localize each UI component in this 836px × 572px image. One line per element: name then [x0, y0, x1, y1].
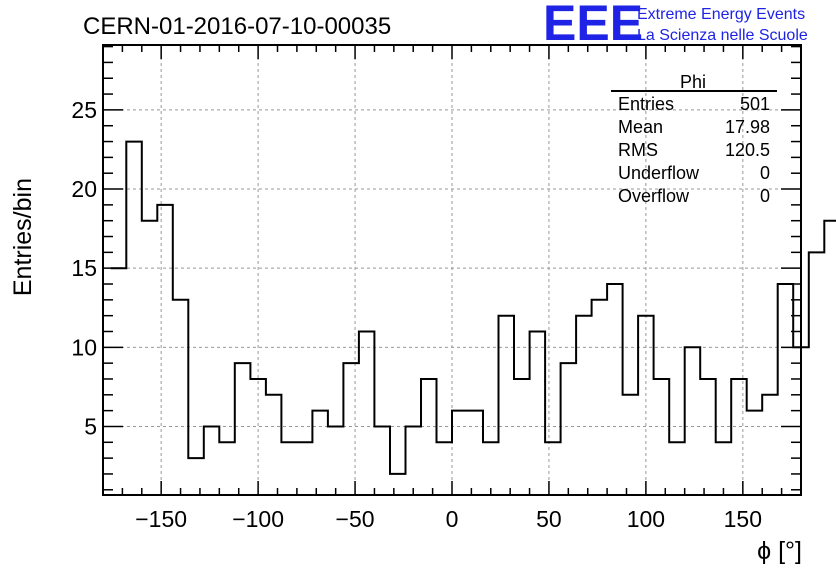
x-tick-label: 50	[536, 506, 562, 532]
y-axis-title: Entries/bin	[9, 178, 37, 296]
grid-lines	[103, 45, 801, 495]
eee-logo: EEE Extreme Energy Events La Scienza nel…	[543, 0, 808, 51]
y-tick-label: 20	[71, 176, 97, 202]
x-tick-label: 100	[627, 506, 665, 532]
stats-box-rows: Entries 501 Mean 17.98 RMS 120.5 Underflow 0 Ove…	[618, 94, 770, 206]
logo-line-1: Extreme Energy Events	[637, 6, 805, 23]
y-tick-labels: 5 10 15 20 25	[71, 97, 97, 440]
logo-line-2: La Scienza nelle Scuole	[637, 27, 808, 44]
y-tick-label: 5	[84, 413, 97, 439]
stats-row-value: 0	[760, 163, 770, 183]
stats-row-label: Overflow	[618, 186, 690, 206]
y-tick-label: 25	[71, 97, 97, 123]
logo-mark: EEE	[543, 0, 643, 51]
x-tick-label: 0	[446, 506, 459, 532]
stats-row-value: 120.5	[725, 140, 770, 160]
stats-row-label: RMS	[618, 140, 658, 160]
chart-title: CERN-01-2016-07-10-00035	[83, 13, 391, 40]
stats-row-value: 0	[760, 186, 770, 206]
histogram-line	[110, 140, 836, 475]
stats-row-value: 501	[740, 94, 770, 114]
stats-box-name: Phi	[680, 72, 706, 92]
x-tick-labels: −150 −100 −50 0 50 100 150	[135, 506, 762, 532]
stats-row-value: 17.98	[725, 117, 770, 137]
stats-row-label: Underflow	[618, 163, 700, 183]
stats-box: Phi Entries 501 Mean 17.98 RMS 120.5 Underflow…	[611, 72, 777, 206]
x-tick-label: 150	[724, 506, 762, 532]
y-tick-label: 15	[71, 255, 97, 281]
axis-ticks	[103, 45, 801, 495]
plot-frame	[102, 44, 802, 496]
stats-row-label: Entries	[618, 94, 674, 114]
x-tick-label: −150	[135, 506, 187, 532]
stats-row-label: Mean	[618, 117, 663, 137]
x-axis-title: ϕ [°]	[757, 537, 802, 565]
x-tick-label: −100	[232, 506, 284, 532]
x-tick-label: −50	[336, 506, 375, 532]
y-tick-label: 10	[71, 334, 97, 360]
